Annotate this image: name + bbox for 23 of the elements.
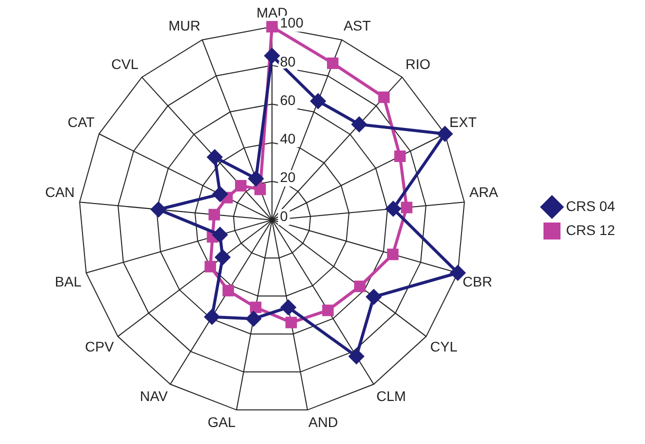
spoke-label: CBR (462, 274, 492, 290)
legend-label: CRS 12 (566, 222, 616, 238)
spoke-label: CYL (430, 338, 458, 355)
legend-label: CRS 04 (566, 198, 616, 214)
spoke-label: RIO (406, 56, 431, 72)
spoke-label: CPV (85, 338, 114, 355)
y-tick-label: 60 (280, 92, 296, 108)
spoke-label: AND (308, 414, 338, 430)
spoke-label: CAT (68, 114, 96, 130)
y-tick-label: 80 (280, 53, 296, 70)
spoke-label: CAN (45, 184, 75, 200)
spoke-label: EXT (449, 114, 478, 130)
y-tick-label: 20 (280, 169, 296, 186)
spoke-label: AST (344, 18, 372, 34)
spoke-label: MUR (168, 18, 200, 34)
spoke-label: NAV (140, 388, 168, 404)
y-tick-label: 40 (280, 130, 296, 147)
y-tick-label: 0 (280, 208, 288, 224)
spoke-label: BAL (54, 274, 82, 290)
spoke-label: GAL (208, 414, 236, 430)
spoke-label: CVL (111, 56, 139, 72)
spoke-label: CLM (376, 388, 406, 404)
spoke-label: ARA (469, 184, 499, 200)
